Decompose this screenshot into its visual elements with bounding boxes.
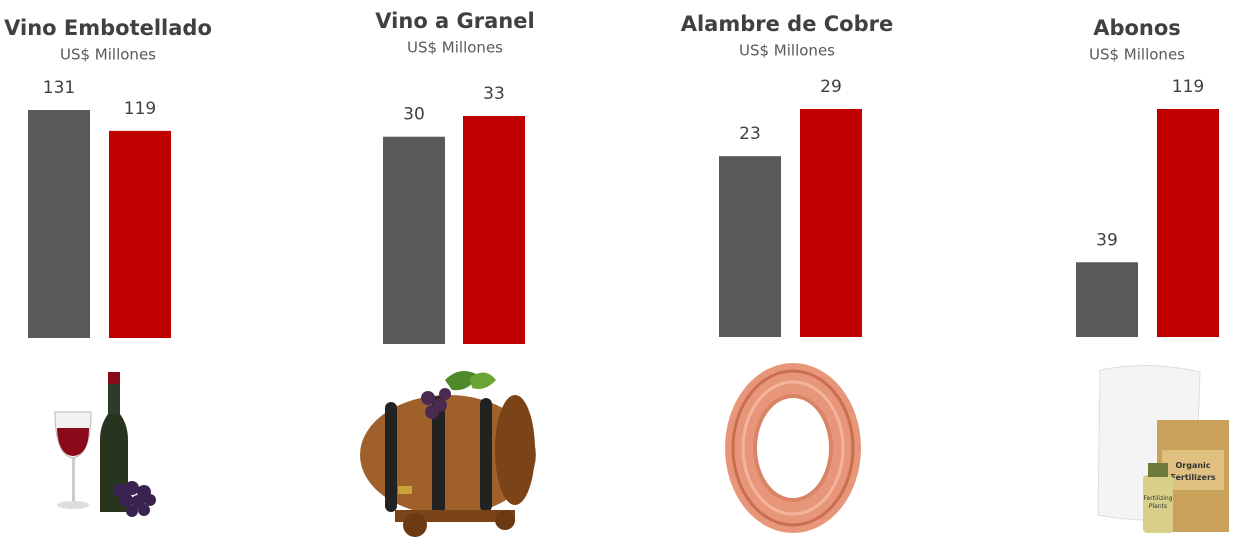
bar [1076,262,1138,337]
panel-title: Vino a Granel [375,9,534,33]
value-label: 30 [403,105,425,125]
bar [800,109,862,337]
value-label: 131 [43,78,75,98]
panel-title: Abonos [1093,16,1181,40]
fertilizer-illustration: Organic Fertilizers Fertilizing Plants [1097,364,1229,533]
panel-title: Vino Embotellado [4,16,212,40]
barrel-illustration [360,371,536,537]
bar [28,110,90,338]
svg-text:Organic: Organic [1175,461,1210,470]
copper-coil-illustration [725,363,861,533]
bar [1157,109,1219,337]
value-label: 23 [739,124,761,144]
panel-subtitle: US$ Millones [407,39,503,57]
panel-title: Alambre de Cobre [681,12,894,36]
svg-text:Plants: Plants [1149,503,1167,510]
value-label: 29 [820,77,842,97]
wine-illustration [54,372,156,517]
value-label: 33 [483,84,505,104]
value-label: 39 [1096,230,1118,250]
bar [109,130,171,338]
panel-subtitle: US$ Millones [60,46,156,64]
panel-subtitle: US$ Millones [739,42,835,60]
value-label: 119 [1172,77,1204,97]
bar [719,156,781,337]
panel-subtitle: US$ Millones [1089,46,1185,64]
svg-text:Fertilizing: Fertilizing [1143,495,1172,502]
bar [463,116,525,344]
value-label: 119 [124,99,156,119]
svg-text:Fertilizers: Fertilizers [1170,473,1216,482]
bar [383,136,445,344]
